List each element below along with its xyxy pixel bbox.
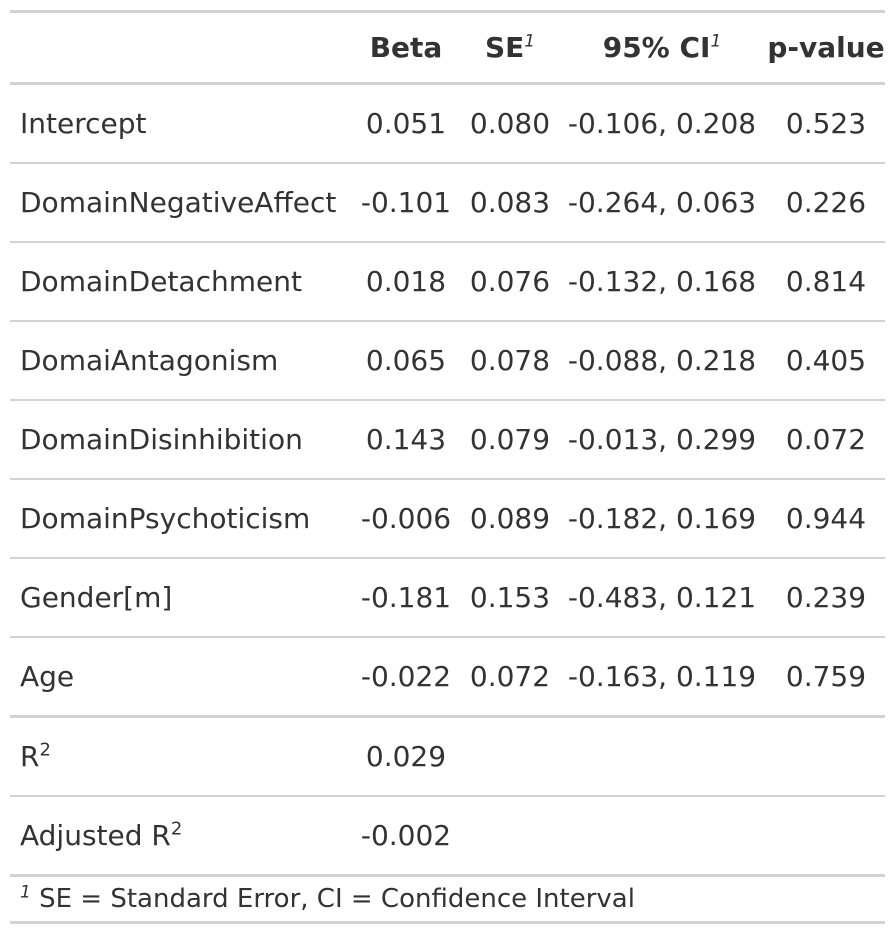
row-ci: -0.264, 0.063 <box>557 163 767 243</box>
row-beta: 0.018 <box>349 242 463 322</box>
header-ci-label: 95% CI <box>602 31 711 64</box>
glance-label: Adjusted R2 <box>10 796 349 877</box>
glance-label: R2 <box>10 716 349 797</box>
header-term <box>10 11 349 85</box>
row-ci: -0.132, 0.168 <box>557 242 767 322</box>
row-se: 0.153 <box>463 558 557 638</box>
table-row: DomainDetachment 0.018 0.076 -0.132, 0.1… <box>10 242 885 322</box>
header-se: SE1 <box>463 11 557 85</box>
empty-cell <box>463 716 557 797</box>
row-pvalue: 0.226 <box>767 163 885 243</box>
row-beta: -0.006 <box>349 479 463 559</box>
table-row: DomaiAntagonism 0.065 0.078 -0.088, 0.21… <box>10 321 885 401</box>
glance-row-r-squared: R2 0.029 <box>10 716 885 797</box>
row-term: Intercept <box>10 83 349 164</box>
table-row: DomainPsychoticism -0.006 0.089 -0.182, … <box>10 479 885 559</box>
table-row: Age -0.022 0.072 -0.163, 0.119 0.759 <box>10 637 885 718</box>
table-row: DomainDisinhibition 0.143 0.079 -0.013, … <box>10 400 885 480</box>
header-pvalue: p-value <box>767 11 885 85</box>
row-pvalue: 0.072 <box>767 400 885 480</box>
row-term: DomainPsychoticism <box>10 479 349 559</box>
header-ci-footnote-mark: 1 <box>710 31 722 52</box>
row-term: DomaiAntagonism <box>10 321 349 401</box>
table-row: Intercept 0.051 0.080 -0.106, 0.208 0.52… <box>10 83 885 164</box>
row-se: 0.076 <box>463 242 557 322</box>
table-footnote: 1 SE = Standard Error, CI = Confidence I… <box>10 876 885 923</box>
footnote-row: 1 SE = Standard Error, CI = Confidence I… <box>10 876 885 923</box>
empty-cell <box>557 716 767 797</box>
row-beta: 0.143 <box>349 400 463 480</box>
empty-cell <box>767 716 885 797</box>
header-se-footnote-mark: 1 <box>524 31 536 52</box>
table-row: DomainNegativeAffect -0.101 0.083 -0.264… <box>10 163 885 243</box>
row-beta: 0.065 <box>349 321 463 401</box>
empty-cell <box>767 796 885 877</box>
row-se: 0.072 <box>463 637 557 718</box>
row-term: DomainNegativeAffect <box>10 163 349 243</box>
glance-row-adjusted-r-squared: Adjusted R2 -0.002 <box>10 796 885 877</box>
row-ci: -0.088, 0.218 <box>557 321 767 401</box>
glance-label-text: R <box>20 740 40 773</box>
row-pvalue: 0.944 <box>767 479 885 559</box>
row-se: 0.080 <box>463 83 557 164</box>
row-term: Age <box>10 637 349 718</box>
regression-table-container: Beta SE1 95% CI1 p-value Intercept 0.051… <box>10 10 885 924</box>
row-term: DomainDetachment <box>10 242 349 322</box>
footnote-text: SE = Standard Error, CI = Confidence Int… <box>39 884 635 914</box>
empty-cell <box>463 796 557 877</box>
header-se-label: SE <box>484 31 525 64</box>
glance-value: 0.029 <box>349 716 463 797</box>
header-beta-label: Beta <box>369 31 443 64</box>
table-header-row: Beta SE1 95% CI1 p-value <box>10 11 885 85</box>
empty-cell <box>557 796 767 877</box>
regression-table: Beta SE1 95% CI1 p-value Intercept 0.051… <box>10 10 885 924</box>
row-ci: -0.106, 0.208 <box>557 83 767 164</box>
glance-value: -0.002 <box>349 796 463 877</box>
row-beta: -0.022 <box>349 637 463 718</box>
footnote-mark: 1 <box>20 882 31 903</box>
row-pvalue: 0.405 <box>767 321 885 401</box>
row-se: 0.083 <box>463 163 557 243</box>
row-ci: -0.013, 0.299 <box>557 400 767 480</box>
glance-label-superscript: 2 <box>170 818 183 840</box>
header-ci: 95% CI1 <box>557 11 767 85</box>
row-se: 0.078 <box>463 321 557 401</box>
row-term: DomainDisinhibition <box>10 400 349 480</box>
row-pvalue: 0.814 <box>767 242 885 322</box>
row-se: 0.079 <box>463 400 557 480</box>
row-pvalue: 0.523 <box>767 83 885 164</box>
row-beta: 0.051 <box>349 83 463 164</box>
row-ci: -0.163, 0.119 <box>557 637 767 718</box>
row-beta: -0.101 <box>349 163 463 243</box>
row-pvalue: 0.239 <box>767 558 885 638</box>
row-ci: -0.483, 0.121 <box>557 558 767 638</box>
row-se: 0.089 <box>463 479 557 559</box>
table-row: Gender[m] -0.181 0.153 -0.483, 0.121 0.2… <box>10 558 885 638</box>
row-beta: -0.181 <box>349 558 463 638</box>
row-pvalue: 0.759 <box>767 637 885 718</box>
header-pvalue-label: p-value <box>767 31 885 64</box>
glance-label-text: Adjusted R <box>20 819 171 852</box>
row-ci: -0.182, 0.169 <box>557 479 767 559</box>
glance-label-superscript: 2 <box>39 739 51 761</box>
header-beta: Beta <box>349 11 463 85</box>
row-term: Gender[m] <box>10 558 349 638</box>
